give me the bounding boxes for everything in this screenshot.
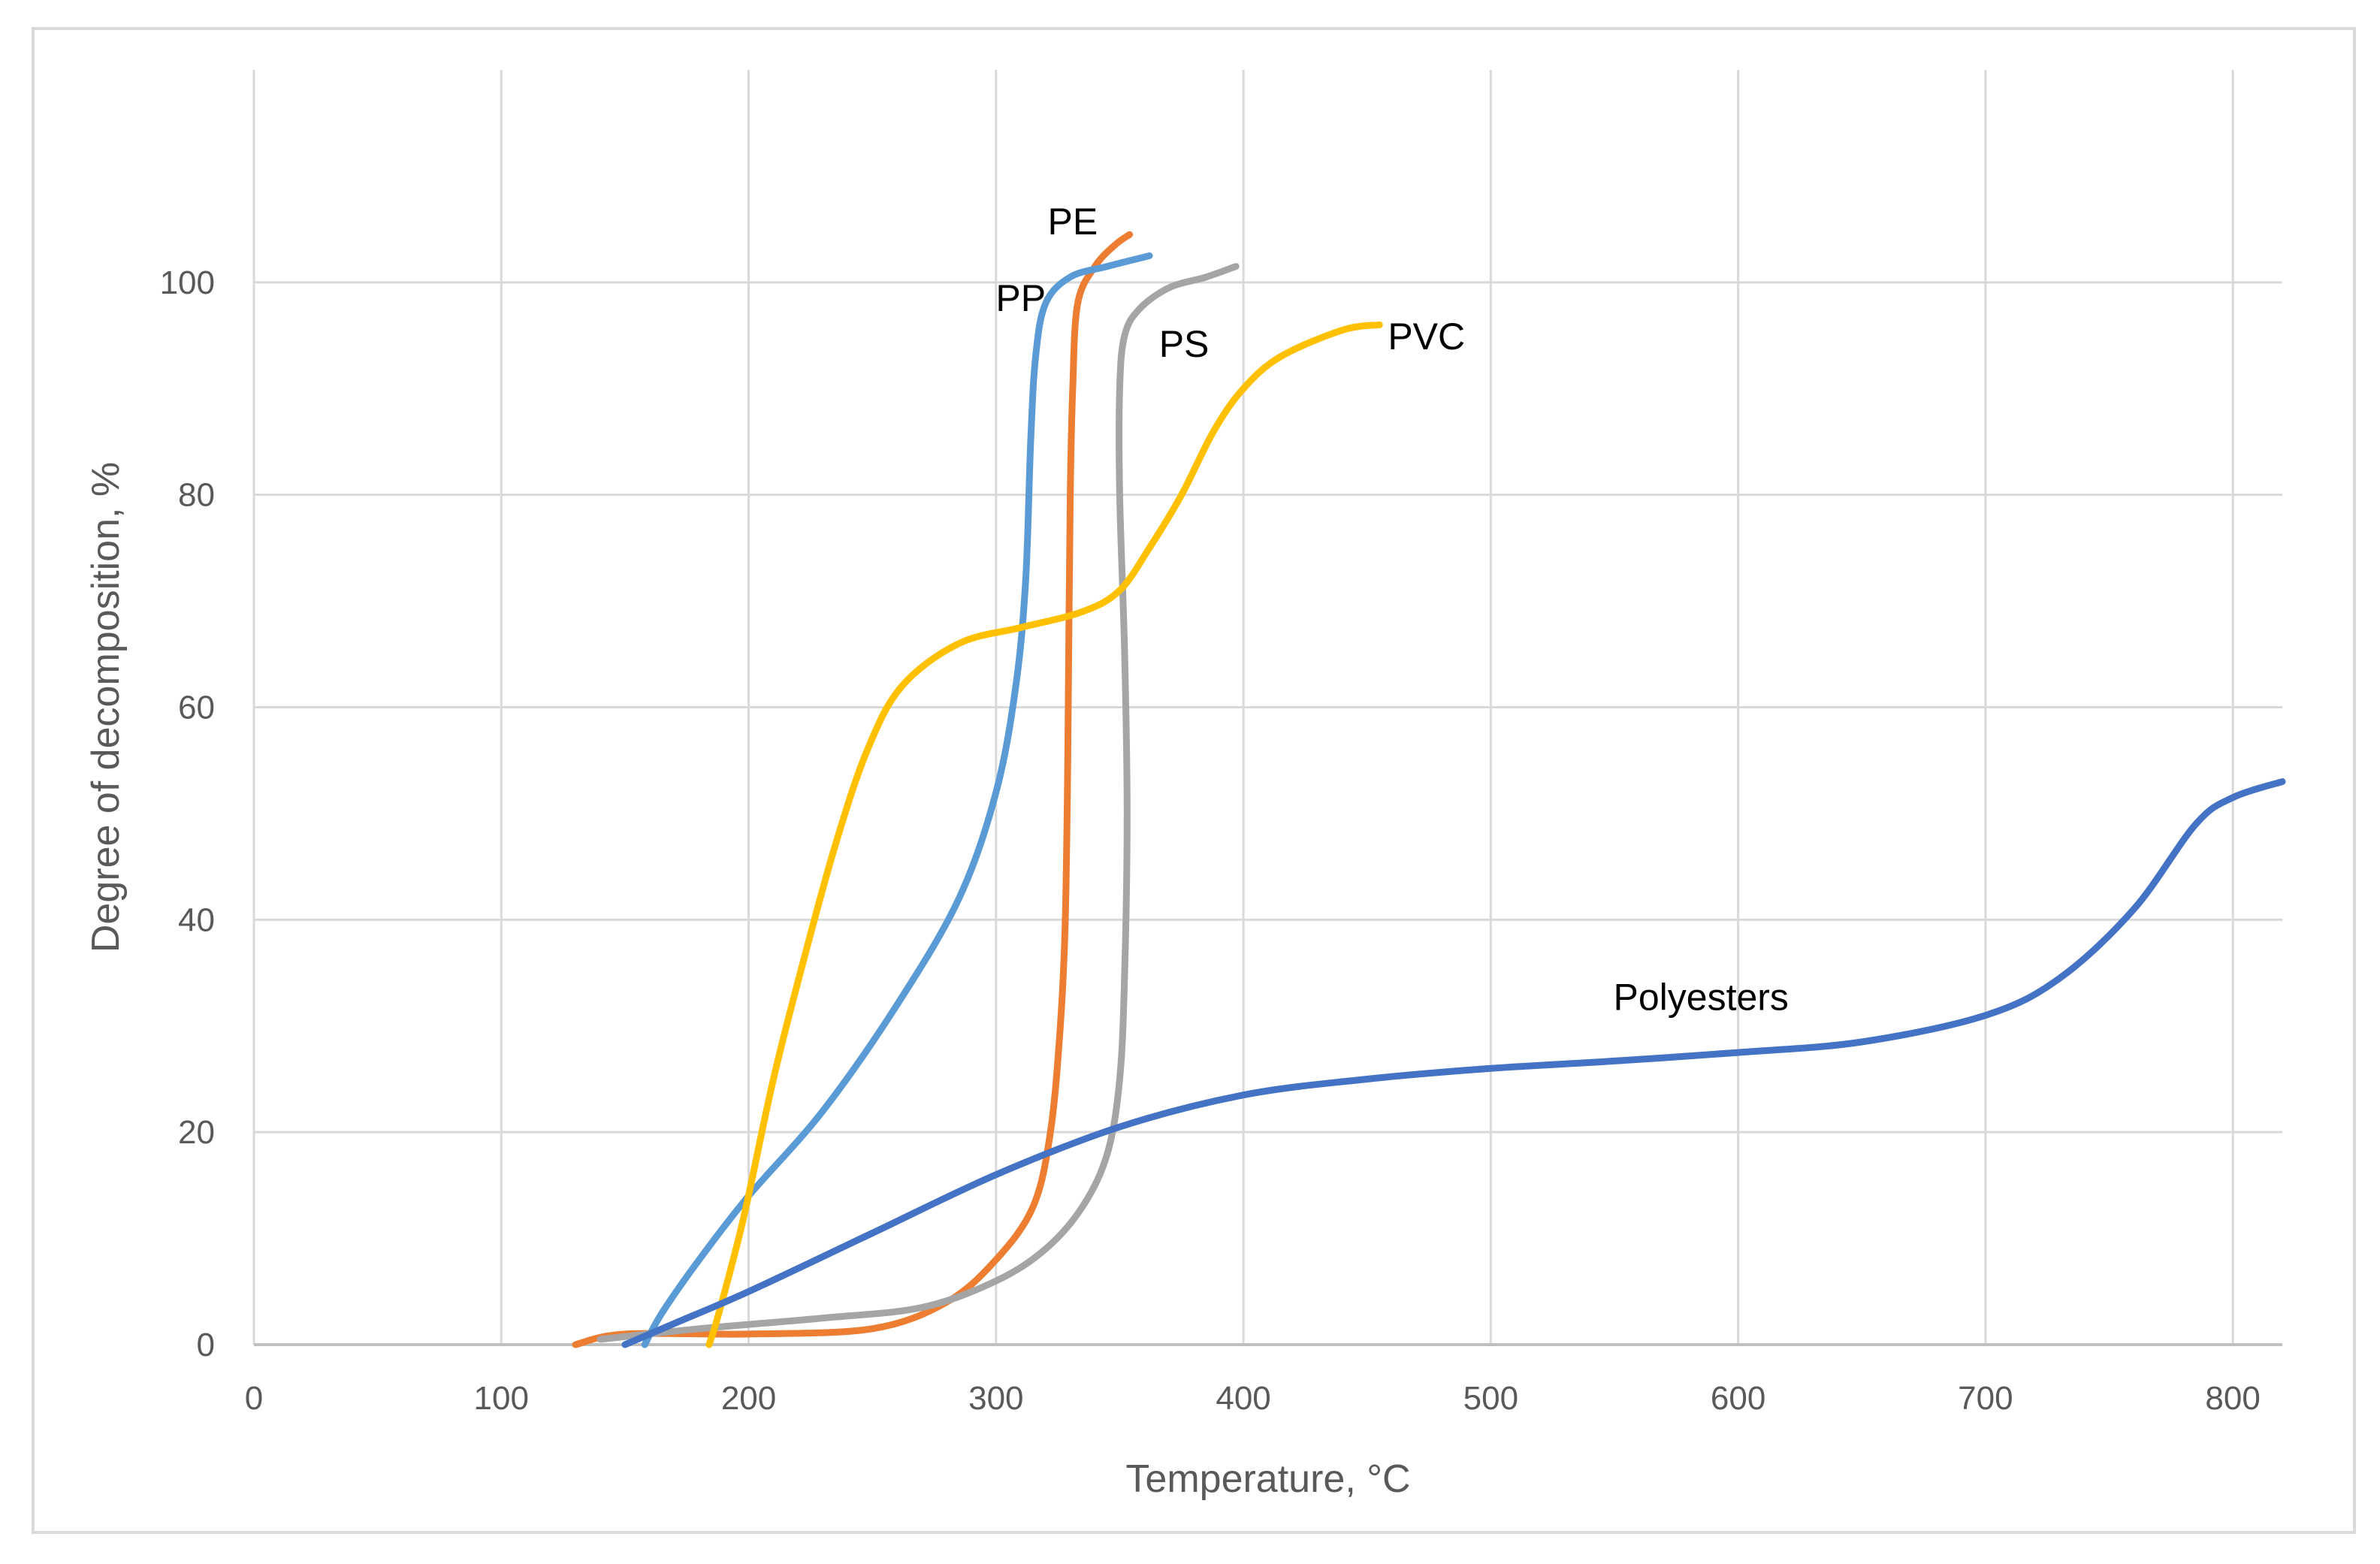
series-label-polyesters: Polyesters	[1614, 977, 1789, 1019]
series-label-ps: PS	[1159, 323, 1210, 365]
x-tick-label: 100	[474, 1380, 529, 1417]
x-tick-label: 500	[1463, 1380, 1518, 1417]
x-tick-label: 0	[245, 1380, 263, 1417]
series-line-pe	[572, 231, 1134, 1348]
series-label-pp: PP	[995, 277, 1046, 319]
y-tick-label: 100	[160, 264, 215, 301]
y-axis-tick-labels: 0 20 40 60 80 100	[160, 264, 215, 1363]
y-tick-label: 60	[178, 690, 215, 726]
chart-border	[32, 27, 2356, 1534]
x-tick-label: 400	[1216, 1380, 1270, 1417]
series-lines	[572, 231, 2286, 1348]
x-tick-label: 200	[721, 1380, 776, 1417]
x-tick-label: 600	[1711, 1380, 1765, 1417]
y-tick-label: 80	[178, 477, 215, 514]
x-axis-tick-labels: 0 100 200 300 400 500 600 700 800	[245, 1380, 2261, 1417]
series-line-polyesters	[621, 778, 2286, 1348]
y-axis-title: Degree of decomposition, %	[84, 462, 128, 953]
x-tick-label: 800	[2205, 1380, 2260, 1417]
series-label-pvc: PVC	[1388, 316, 1465, 358]
y-tick-label: 0	[197, 1327, 215, 1363]
x-tick-label: 700	[1958, 1380, 2013, 1417]
y-tick-label: 40	[178, 901, 215, 938]
x-axis-title: Temperature, °C	[1125, 1457, 1410, 1501]
series-line-pp	[641, 252, 1153, 1348]
gridlines	[252, 70, 2282, 1345]
series-label-pe: PE	[1048, 201, 1098, 243]
x-tick-label: 300	[968, 1380, 1023, 1417]
series-line-ps	[597, 263, 1240, 1343]
y-tick-label: 20	[178, 1114, 215, 1151]
series-line-pvc	[705, 321, 1383, 1348]
